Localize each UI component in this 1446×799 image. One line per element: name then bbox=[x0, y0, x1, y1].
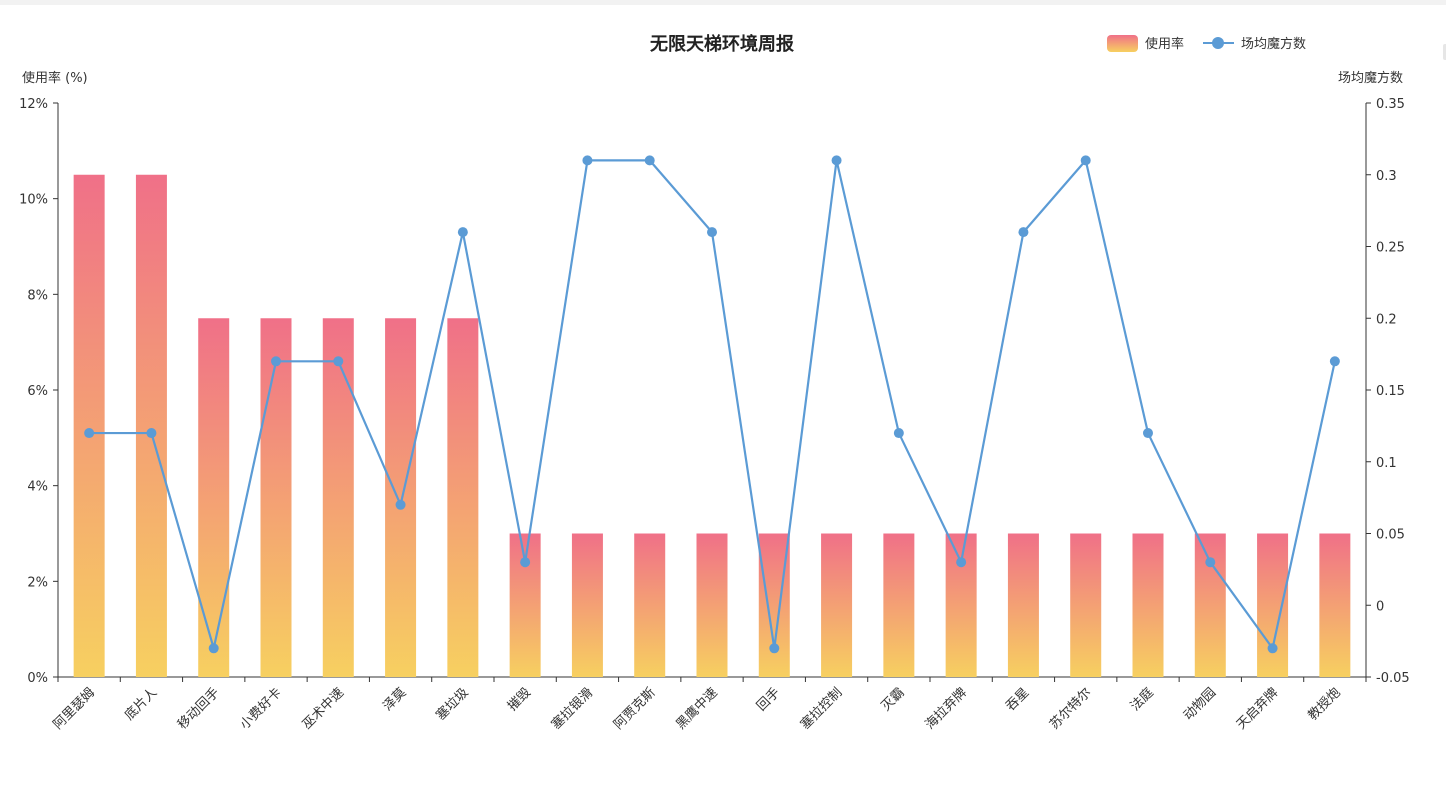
line-point[interactable] bbox=[1329, 356, 1340, 367]
x-tick-label: 摧毁 bbox=[505, 685, 534, 714]
legend-usage-label: 使用率 bbox=[1145, 36, 1184, 52]
x-tick-label: 巫术中速 bbox=[300, 685, 347, 732]
legend: 使用率 场均魔方数 bbox=[1107, 35, 1306, 52]
chart-title: 无限天梯环境周报 bbox=[650, 33, 794, 55]
x-tick-label: 吞星 bbox=[1003, 685, 1032, 714]
bar[interactable] bbox=[260, 318, 292, 677]
bar[interactable] bbox=[1132, 533, 1164, 678]
x-tick-label: 苏尔特尔 bbox=[1046, 685, 1094, 733]
bar[interactable] bbox=[135, 174, 167, 677]
legend-cubes-label: 场均魔方数 bbox=[1241, 36, 1306, 52]
edge-handle[interactable] bbox=[1443, 44, 1446, 60]
x-tick-label: 塞垃圾 bbox=[433, 685, 472, 724]
y-right-tick-label: 0 bbox=[1376, 599, 1384, 614]
bar[interactable] bbox=[1319, 533, 1351, 678]
line-point[interactable] bbox=[1080, 155, 1091, 166]
x-tick-label: 天启弃牌 bbox=[1233, 685, 1281, 733]
line-point[interactable] bbox=[1267, 643, 1278, 654]
legend-item-cubes[interactable]: 场均魔方数 bbox=[1203, 36, 1306, 52]
y-left-tick-label: 10% bbox=[19, 193, 48, 208]
x-tick-label: 移动回手 bbox=[175, 685, 222, 732]
x-tick-label: 泽莫 bbox=[380, 685, 409, 714]
y-axis-right-label: 场均魔方数 bbox=[1338, 70, 1403, 86]
line-point[interactable] bbox=[644, 155, 655, 166]
line-point[interactable] bbox=[1205, 557, 1216, 568]
bar[interactable] bbox=[571, 533, 603, 678]
bar[interactable] bbox=[945, 533, 977, 678]
line-point[interactable] bbox=[333, 356, 344, 367]
y-left-tick-label: 4% bbox=[27, 480, 48, 495]
line-point[interactable] bbox=[582, 155, 593, 166]
bar[interactable] bbox=[1257, 533, 1289, 678]
y-left-tick-label: 0% bbox=[27, 671, 48, 686]
line-series bbox=[84, 155, 1340, 654]
bar[interactable] bbox=[73, 174, 105, 677]
y-left-tick-label: 8% bbox=[27, 288, 48, 303]
x-tick-label: 小费好卡 bbox=[237, 685, 284, 732]
y-left-tick-label: 6% bbox=[27, 384, 48, 399]
line-point[interactable] bbox=[146, 428, 157, 439]
y-right-tick-label: -0.05 bbox=[1376, 671, 1410, 686]
line-point[interactable] bbox=[769, 643, 780, 654]
bar[interactable] bbox=[447, 318, 479, 677]
line-point[interactable] bbox=[956, 557, 967, 568]
bar-series bbox=[73, 174, 1351, 678]
x-tick-label: 动物园 bbox=[1181, 685, 1219, 723]
bar[interactable] bbox=[198, 318, 230, 677]
bar[interactable] bbox=[1007, 533, 1039, 678]
y-right-tick-label: 0.2 bbox=[1376, 312, 1397, 327]
line-point[interactable] bbox=[1143, 428, 1153, 439]
legend-usage-swatch bbox=[1107, 35, 1138, 52]
y-axis-left-label: 使用率 (%) bbox=[22, 70, 88, 86]
bar[interactable] bbox=[1194, 533, 1226, 678]
x-tick-label: 黑鹰中速 bbox=[673, 685, 721, 733]
line-point[interactable] bbox=[1018, 227, 1029, 238]
bar[interactable] bbox=[883, 533, 915, 678]
x-tick-label: 阿里瑟姆 bbox=[51, 685, 98, 732]
x-tick-label: 底片人 bbox=[121, 685, 160, 724]
legend-cubes-marker bbox=[1212, 37, 1224, 49]
y-right-tick-label: 0.15 bbox=[1376, 384, 1405, 399]
bar[interactable] bbox=[696, 533, 728, 678]
line-point[interactable] bbox=[271, 356, 281, 367]
y-right-tick-label: 0.1 bbox=[1376, 456, 1397, 471]
bar[interactable] bbox=[322, 318, 354, 677]
line-point[interactable] bbox=[457, 227, 468, 238]
x-tick-label: 塞拉控制 bbox=[797, 685, 845, 733]
y-right-tick-label: 0.25 bbox=[1376, 241, 1405, 256]
x-tick-label: 教授炮 bbox=[1305, 685, 1344, 724]
y-right-tick-label: 0.05 bbox=[1376, 528, 1405, 543]
y-right-tick-label: 0.3 bbox=[1376, 169, 1397, 184]
y-left-tick-label: 2% bbox=[27, 575, 48, 590]
x-tick-label: 灭霸 bbox=[879, 685, 908, 714]
bar[interactable] bbox=[821, 533, 853, 678]
x-tick-label: 海拉弃牌 bbox=[922, 685, 970, 733]
x-tick-label: 法庭 bbox=[1127, 685, 1157, 715]
line-point[interactable] bbox=[893, 428, 904, 439]
x-tick-label: 阿贾克斯 bbox=[611, 685, 658, 732]
top-strip bbox=[0, 0, 1446, 5]
bar[interactable] bbox=[634, 533, 666, 678]
legend-item-usage[interactable]: 使用率 bbox=[1107, 35, 1184, 52]
x-tick-labels: 阿里瑟姆 底片人 移动回手 小费好卡 巫术中速 泽莫 塞垃圾 摧毁 塞拉银滑 阿贾克斯 黑鹰中速 回手… bbox=[51, 685, 1344, 733]
x-tick-label: 塞拉银滑 bbox=[548, 685, 596, 733]
y-left-tick-label: 12% bbox=[19, 97, 48, 112]
line-point[interactable] bbox=[831, 155, 842, 166]
bar[interactable] bbox=[385, 318, 417, 677]
y-right-tick-label: 0.35 bbox=[1376, 97, 1405, 112]
line-point[interactable] bbox=[707, 227, 717, 238]
bar[interactable] bbox=[1070, 533, 1102, 678]
line-point[interactable] bbox=[395, 499, 406, 510]
line-point[interactable] bbox=[520, 557, 531, 568]
line-point[interactable] bbox=[208, 643, 219, 654]
x-tick-label: 回手 bbox=[754, 685, 783, 714]
line-point[interactable] bbox=[84, 428, 95, 439]
